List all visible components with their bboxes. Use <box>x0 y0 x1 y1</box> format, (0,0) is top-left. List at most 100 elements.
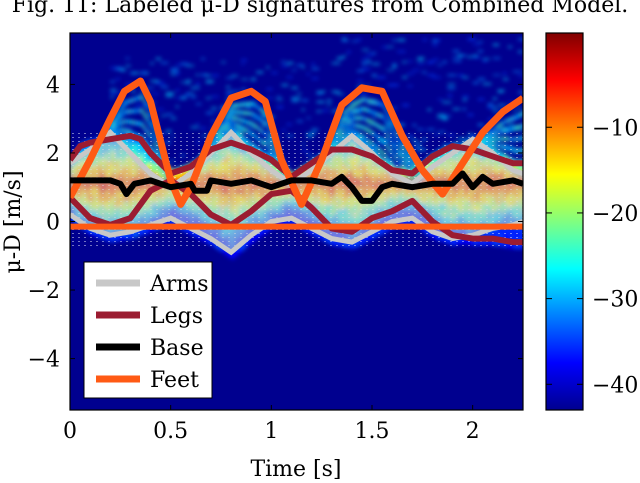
spectrogram-cell <box>253 103 257 108</box>
spectrogram-cell <box>355 123 359 128</box>
spectrogram-speck <box>417 128 423 131</box>
spectrogram-speck <box>361 57 369 60</box>
spectrogram-speck <box>130 90 137 93</box>
spectrogram-cell <box>118 109 122 114</box>
spectrogram-speck <box>115 78 121 81</box>
spectrogram-cell <box>144 115 148 120</box>
spectrogram-cell <box>243 102 247 107</box>
spectrogram-cell <box>376 101 380 106</box>
spectrogram-speck <box>226 93 233 96</box>
spectrogram-speck <box>205 80 212 83</box>
spectrogram-cell <box>134 108 138 113</box>
spectrogram-cell <box>335 126 339 131</box>
spectrogram-cell <box>142 125 146 130</box>
spectrogram-cell <box>118 121 122 126</box>
spectrogram-speck <box>110 92 117 95</box>
spectrogram-cell <box>233 128 237 133</box>
spectrogram-cell <box>231 103 235 108</box>
spectrogram-speck <box>467 113 474 116</box>
spectrogram-cell <box>130 120 134 125</box>
spectrogram-speck <box>457 74 464 77</box>
spectrogram-cell <box>110 127 114 132</box>
spectrogram-speck <box>316 91 322 94</box>
spectrogram-cell <box>223 122 227 127</box>
spectrogram-speck <box>477 40 483 43</box>
spectrogram-cell <box>138 121 142 126</box>
spectrogram-cell <box>148 122 152 127</box>
spectrogram-speck <box>205 112 214 115</box>
spectrogram-speck <box>276 106 284 109</box>
spectrogram-cell <box>259 128 263 133</box>
spectrogram-speck <box>462 108 467 111</box>
spectrogram-cell <box>132 120 136 125</box>
spectrogram-speck <box>185 93 190 96</box>
spectrogram-cell <box>122 128 126 133</box>
spectrogram-speck <box>210 119 217 122</box>
spectrogram-cell <box>120 128 124 133</box>
spectrogram-cell <box>221 125 225 130</box>
spectrogram-speck <box>301 108 305 111</box>
spectrogram-speck <box>492 74 501 77</box>
spectrogram-cell <box>146 118 150 123</box>
spectrogram-cell <box>247 120 251 125</box>
spectrogram-cell <box>382 103 386 108</box>
spectrogram-speck <box>341 55 346 58</box>
spectrogram-speck <box>366 60 372 63</box>
spectrogram-cell <box>349 124 353 129</box>
spectrogram-cell <box>382 127 386 132</box>
spectrogram-speck <box>241 88 246 91</box>
spectrogram-cell <box>243 127 247 132</box>
spectrogram-cell <box>363 126 367 131</box>
spectrogram-speck <box>195 82 200 85</box>
spectrogram-cell <box>372 121 376 126</box>
spectrogram-cell <box>345 121 349 126</box>
spectrogram-speck <box>467 38 476 41</box>
spectrogram-cell <box>378 124 382 129</box>
spectrogram-cell <box>231 109 235 114</box>
spectrogram-speck <box>281 65 289 68</box>
spectrogram-speck <box>110 80 115 83</box>
spectrogram-speck <box>160 85 169 88</box>
spectrogram-speck <box>246 126 256 129</box>
spectrogram-speck <box>472 54 478 57</box>
spectrogram-cell <box>128 99 132 104</box>
spectrogram-cell <box>353 123 357 128</box>
spectrogram-cell <box>263 121 267 126</box>
spectrogram-cell <box>374 122 378 127</box>
spectrogram-speck <box>361 63 367 66</box>
spectrogram-speck <box>145 86 155 89</box>
spectrogram-speck <box>477 123 482 126</box>
spectrogram-cell <box>140 122 144 127</box>
spectrogram-cell <box>134 120 138 125</box>
spectrogram-speck <box>286 76 293 79</box>
spectrogram-cell <box>130 109 134 114</box>
spectrogram-cell <box>124 109 128 114</box>
spectrogram-cell <box>231 115 235 120</box>
spectrogram-cell <box>365 98 369 103</box>
spectrogram-speck <box>427 61 435 64</box>
spectrogram-cell <box>112 127 116 132</box>
spectrogram-cell <box>367 109 371 114</box>
spectrogram-speck <box>447 83 456 86</box>
spectrogram-speck <box>110 67 119 70</box>
spectrogram-speck <box>427 128 435 131</box>
spectrogram-cell <box>231 126 235 131</box>
spectrogram-speck <box>517 74 523 77</box>
spectrogram-cell <box>380 114 384 119</box>
spectrogram-cell <box>231 120 235 125</box>
spectrogram-speck <box>125 64 131 67</box>
spectrogram-speck <box>326 99 332 102</box>
spectrogram-speck <box>361 94 369 97</box>
spectrogram-cell <box>122 119 126 124</box>
spectrogram-speck <box>502 78 509 81</box>
spectrogram-speck <box>492 106 498 109</box>
spectrogram-speck <box>110 96 114 99</box>
spectrogram-cell <box>251 101 255 106</box>
spectrogram-cell <box>239 247 243 253</box>
spectrogram-speck <box>432 39 438 42</box>
spectrogram-cell <box>142 98 146 103</box>
spectrogram-cell <box>116 122 120 127</box>
spectrogram-cell <box>112 118 116 123</box>
spectrogram-speck <box>407 72 414 75</box>
spectrogram-speck <box>392 39 396 42</box>
